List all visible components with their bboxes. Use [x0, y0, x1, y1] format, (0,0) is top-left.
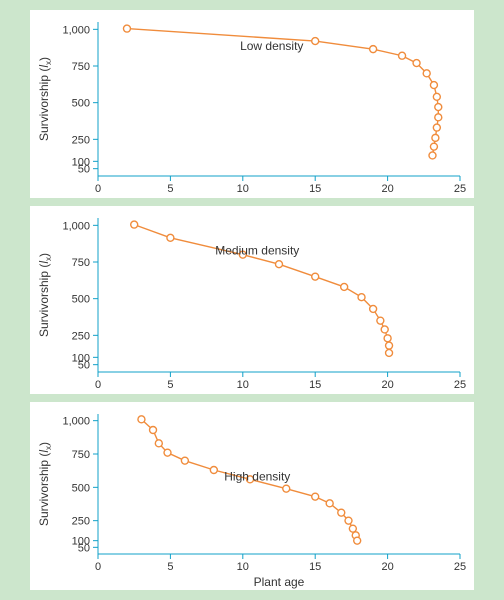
axes [98, 414, 460, 554]
data-marker [123, 25, 130, 32]
y-axis-label: Survivorship (lx) [37, 253, 53, 337]
data-marker [370, 305, 377, 312]
data-marker [338, 509, 345, 516]
data-marker [432, 134, 439, 141]
y-tick-label: 1,000 [62, 416, 90, 428]
y-tick-label: 500 [72, 98, 90, 110]
data-marker [312, 38, 319, 45]
x-tick-label: 0 [95, 379, 101, 391]
x-tick-label: 20 [381, 379, 393, 391]
x-tick-label: 10 [237, 561, 249, 573]
y-tick-label: 250 [72, 516, 90, 528]
data-marker [164, 449, 171, 456]
data-marker [150, 427, 157, 434]
y-tick-label: 750 [72, 449, 90, 461]
data-marker [430, 143, 437, 150]
y-tick-label: 100 [72, 156, 90, 168]
y-tick-label: 250 [72, 134, 90, 146]
data-marker [326, 500, 333, 507]
panels-container: 0510152025501002505007501,000Survivorshi… [30, 10, 474, 590]
chart-panel-low: 0510152025501002505007501,000Survivorshi… [30, 10, 474, 198]
survivorship-chart-medium: 0510152025501002505007501,000Survivorshi… [30, 206, 474, 394]
x-tick-label: 10 [237, 183, 249, 195]
data-marker [433, 124, 440, 131]
data-marker [210, 467, 217, 474]
data-marker [131, 221, 138, 228]
data-marker [381, 326, 388, 333]
data-marker [167, 234, 174, 241]
data-marker [341, 283, 348, 290]
y-tick-label: 1,000 [62, 24, 90, 36]
data-marker [155, 440, 162, 447]
x-tick-label: 25 [454, 561, 466, 573]
data-marker [430, 82, 437, 89]
y-tick-label: 750 [72, 257, 90, 269]
y-tick-label: 500 [72, 294, 90, 306]
y-tick-label: 100 [72, 536, 90, 548]
data-marker [423, 70, 430, 77]
density-label-low: Low density [240, 39, 303, 53]
data-marker [312, 273, 319, 280]
x-tick-label: 5 [167, 183, 173, 195]
y-axis-label: Survivorship (lx) [37, 57, 53, 141]
data-marker [399, 52, 406, 59]
x-tick-label: 10 [237, 379, 249, 391]
x-axis-label: Plant age [254, 575, 305, 589]
data-marker [354, 537, 361, 544]
data-marker [312, 493, 319, 500]
survivorship-chart-low: 0510152025501002505007501,000Survivorshi… [30, 10, 474, 198]
x-tick-label: 0 [95, 561, 101, 573]
page-background: 0510152025501002505007501,000Survivorshi… [0, 0, 504, 600]
y-tick-label: 1,000 [62, 220, 90, 232]
survivorship-chart-high: 0510152025501002505007501,000Survivorshi… [30, 402, 474, 590]
x-tick-label: 15 [309, 379, 321, 391]
y-axis-label: Survivorship (lx) [37, 442, 53, 526]
data-marker [429, 152, 436, 159]
x-tick-label: 5 [167, 379, 173, 391]
data-marker [386, 349, 393, 356]
y-tick-label: 250 [72, 330, 90, 342]
data-marker [384, 335, 391, 342]
y-tick-label: 500 [72, 482, 90, 494]
y-tick-label: 100 [72, 352, 90, 364]
data-marker [370, 46, 377, 53]
density-label-high: High density [224, 470, 290, 484]
x-tick-label: 5 [167, 561, 173, 573]
x-tick-label: 15 [309, 561, 321, 573]
data-marker [181, 457, 188, 464]
data-marker [345, 517, 352, 524]
density-label-medium: Medium density [215, 244, 299, 258]
x-tick-label: 25 [454, 379, 466, 391]
data-marker [413, 60, 420, 67]
chart-panel-high: 0510152025501002505007501,000Survivorshi… [30, 402, 474, 590]
data-marker [433, 93, 440, 100]
data-marker [435, 104, 442, 111]
x-tick-label: 20 [381, 183, 393, 195]
chart-panel-medium: 0510152025501002505007501,000Survivorshi… [30, 206, 474, 394]
x-tick-label: 15 [309, 183, 321, 195]
data-marker [276, 261, 283, 268]
x-tick-label: 20 [381, 561, 393, 573]
data-marker [138, 416, 145, 423]
x-tick-label: 25 [454, 183, 466, 195]
data-marker [283, 485, 290, 492]
data-marker [358, 294, 365, 301]
axes [98, 218, 460, 372]
data-marker [349, 525, 356, 532]
data-marker [435, 114, 442, 121]
data-marker [386, 342, 393, 349]
data-marker [377, 317, 384, 324]
x-tick-label: 0 [95, 183, 101, 195]
y-tick-label: 750 [72, 61, 90, 73]
